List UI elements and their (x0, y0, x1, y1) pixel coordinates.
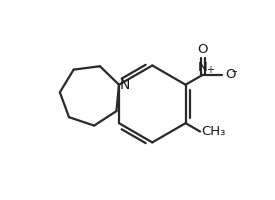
Text: O: O (197, 43, 208, 56)
Text: N: N (198, 61, 208, 74)
Text: +: + (206, 65, 214, 75)
Text: CH₃: CH₃ (202, 125, 226, 138)
Text: O: O (225, 68, 235, 81)
Text: –: – (231, 66, 237, 76)
Text: N: N (119, 78, 130, 92)
